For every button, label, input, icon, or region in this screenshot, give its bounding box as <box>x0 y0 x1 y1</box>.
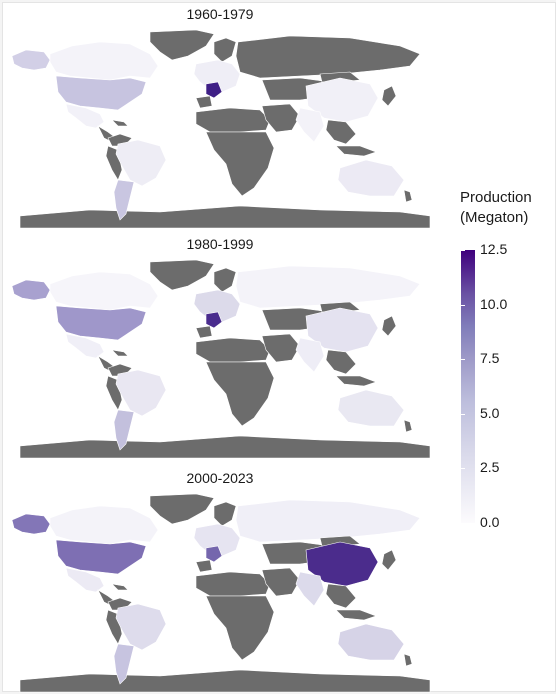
region-nafrica <box>195 337 271 363</box>
region-antarctica <box>19 205 431 229</box>
map-panel-1960-1979: 1960-1979 <box>0 2 440 229</box>
region-australia <box>337 389 405 427</box>
legend-title-line2: (Megaton) <box>460 209 529 226</box>
region-nafrica <box>195 107 271 133</box>
region-seasia <box>325 119 357 145</box>
legend-tick-mark <box>461 523 465 524</box>
region-usa <box>55 539 147 575</box>
region-argentina <box>113 643 135 685</box>
region-brazil <box>115 603 167 651</box>
region-china <box>305 541 379 587</box>
legend-title-line1: Production <box>460 189 532 206</box>
region-alaska <box>11 49 51 71</box>
region-alaska <box>11 279 51 301</box>
region-carib <box>111 119 129 127</box>
world-map <box>11 29 431 229</box>
region-usa <box>55 305 147 341</box>
region-mideast <box>261 103 301 133</box>
region-greenland <box>149 493 215 525</box>
region-indonesia <box>335 145 377 157</box>
region-scandinavia <box>213 501 237 527</box>
map-panel-2000-2023: 2000-2023 <box>0 466 440 693</box>
legend-tick-mark <box>461 250 465 251</box>
legend-tick-label: 5.0 <box>480 404 500 421</box>
region-france <box>205 81 223 99</box>
region-africa <box>205 131 275 197</box>
region-nz <box>403 419 413 433</box>
map-panel-1980-1999: 1980-1999 <box>0 232 440 459</box>
region-mideast <box>261 567 301 597</box>
region-europe <box>193 59 241 93</box>
region-india <box>295 337 325 373</box>
region-japan <box>381 85 397 107</box>
legend-colorbar <box>461 250 475 523</box>
region-france <box>205 311 223 329</box>
region-indonesia <box>335 609 377 621</box>
region-antarctica <box>19 435 431 459</box>
region-iberia <box>195 95 213 109</box>
region-russia <box>235 265 421 309</box>
legend-tick-label: 10.0 <box>480 295 508 312</box>
region-australia <box>337 159 405 197</box>
region-europe <box>193 289 241 323</box>
region-greenland <box>149 259 215 291</box>
region-france <box>205 545 223 563</box>
region-scandinavia <box>213 37 237 63</box>
region-scandinavia <box>213 267 237 293</box>
region-nafrica <box>195 571 271 597</box>
region-canada <box>49 271 159 311</box>
region-russia <box>235 499 421 543</box>
region-japan <box>381 315 397 337</box>
region-argentina <box>113 179 135 221</box>
legend-tick-mark <box>461 359 465 360</box>
region-mexico <box>65 103 105 129</box>
legend-tick-label: 0.0 <box>480 514 500 530</box>
world-map <box>11 493 431 693</box>
region-greenland <box>149 29 215 61</box>
region-china <box>305 307 379 353</box>
region-iberia <box>195 559 213 573</box>
world-map <box>11 259 431 459</box>
legend-tick-mark <box>461 414 465 415</box>
region-seasia <box>325 349 357 375</box>
region-mideast <box>261 333 301 363</box>
region-carib <box>111 349 129 357</box>
region-australia <box>337 623 405 661</box>
panel-title: 1980-1999 <box>186 236 254 252</box>
panel-title: 1960-1979 <box>186 6 254 22</box>
legend-tick-label: 2.5 <box>480 459 500 476</box>
region-russia <box>235 35 421 79</box>
legend-tick-mark <box>461 305 465 306</box>
region-africa <box>205 361 275 427</box>
legend-tick-label: 7.5 <box>480 350 500 367</box>
region-india <box>295 107 325 143</box>
region-antarctica <box>19 669 431 693</box>
region-seasia <box>325 583 357 609</box>
region-japan <box>381 549 397 571</box>
region-alaska <box>11 513 51 535</box>
region-brazil <box>115 369 167 417</box>
region-africa <box>205 595 275 661</box>
region-india <box>295 571 325 607</box>
legend-tick-mark <box>461 468 465 469</box>
legend-tick-label: 12.5 <box>480 241 508 257</box>
legend-title: Production (Megaton) <box>460 188 532 228</box>
region-argentina <box>113 409 135 451</box>
panel-title: 2000-2023 <box>186 470 254 486</box>
region-canada <box>49 505 159 545</box>
region-europe <box>193 523 241 557</box>
region-mexico <box>65 333 105 359</box>
region-carib <box>111 583 129 591</box>
region-mexico <box>65 567 105 593</box>
region-canada <box>49 41 159 81</box>
region-nz <box>403 189 413 203</box>
region-indonesia <box>335 375 377 387</box>
region-nz <box>403 653 413 667</box>
region-iberia <box>195 325 213 339</box>
region-china <box>305 77 379 123</box>
region-brazil <box>115 139 167 187</box>
region-usa <box>55 75 147 111</box>
